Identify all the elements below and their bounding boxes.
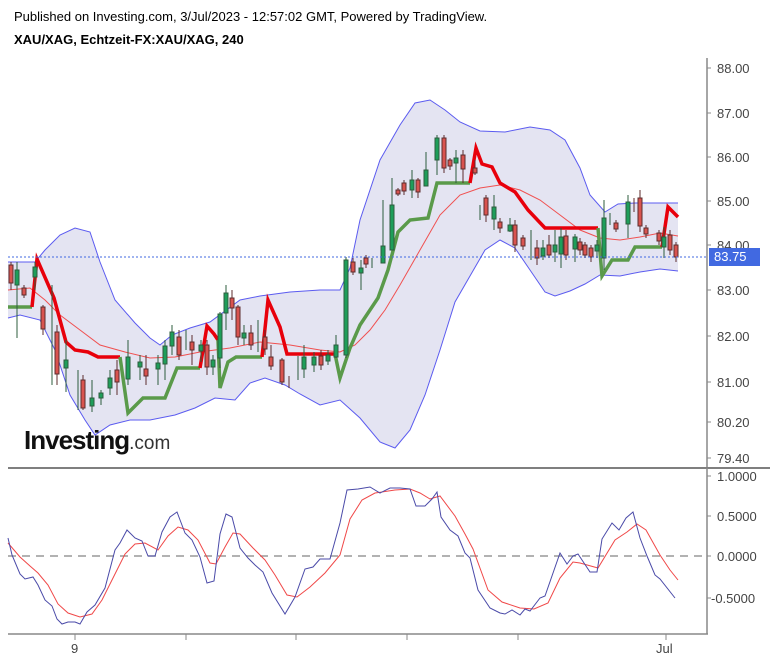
svg-text:-0.5000: -0.5000 bbox=[711, 591, 755, 606]
oscillator-d-line bbox=[7, 488, 679, 618]
current-price-badge: 83.75 bbox=[709, 248, 760, 266]
oscillator-axis-ticks bbox=[707, 475, 711, 599]
candlesticks bbox=[8, 135, 679, 412]
svg-text:85.00: 85.00 bbox=[717, 194, 750, 209]
logo-brand: Investing bbox=[24, 425, 130, 455]
svg-text:79.40: 79.40 bbox=[717, 451, 750, 466]
svg-text:87.00: 87.00 bbox=[717, 106, 750, 121]
logo-suffix: .com bbox=[129, 433, 171, 454]
svg-text:82.00: 82.00 bbox=[717, 329, 750, 344]
svg-text:1.0000: 1.0000 bbox=[717, 469, 757, 484]
oscillator-k-line bbox=[7, 486, 676, 625]
investing-logo: Investing.com bbox=[24, 425, 170, 456]
supertrend-down-line bbox=[260, 293, 335, 358]
svg-text:9: 9 bbox=[71, 641, 78, 656]
time-axis-ticks bbox=[74, 634, 667, 640]
svg-text:86.00: 86.00 bbox=[717, 150, 750, 165]
oscillator-axis-labels: 1.0000 0.5000 0.0000 -0.5000 bbox=[711, 469, 757, 606]
published-caption: Published on Investing.com, 3/Jul/2023 -… bbox=[14, 9, 488, 24]
svg-text:88.00: 88.00 bbox=[717, 61, 750, 76]
bollinger-lower-line bbox=[7, 239, 679, 449]
svg-text:83.00: 83.00 bbox=[717, 283, 750, 298]
time-axis-labels: 9 Jul bbox=[71, 641, 673, 656]
supertrend-down-line bbox=[468, 141, 598, 230]
svg-text:80.20: 80.20 bbox=[717, 415, 750, 430]
bollinger-fill bbox=[8, 100, 678, 448]
supertrend-up-line bbox=[596, 227, 662, 282]
supertrend-up-line bbox=[216, 339, 262, 389]
svg-text:Jul: Jul bbox=[656, 641, 673, 656]
bollinger-upper-line bbox=[8, 99, 678, 346]
supertrend-up-line bbox=[333, 181, 470, 385]
symbol-title: XAU/XAG, Echtzeit-FX:XAU/XAG, 240 bbox=[14, 32, 244, 47]
supertrend-up-line bbox=[118, 356, 200, 417]
supertrend-down-line bbox=[30, 252, 120, 359]
moving-average-line bbox=[7, 184, 679, 359]
svg-text:0.5000: 0.5000 bbox=[717, 509, 757, 524]
svg-text:0.0000: 0.0000 bbox=[717, 549, 757, 564]
svg-text:81.00: 81.00 bbox=[717, 375, 750, 390]
price-axis-ticks bbox=[707, 67, 711, 459]
